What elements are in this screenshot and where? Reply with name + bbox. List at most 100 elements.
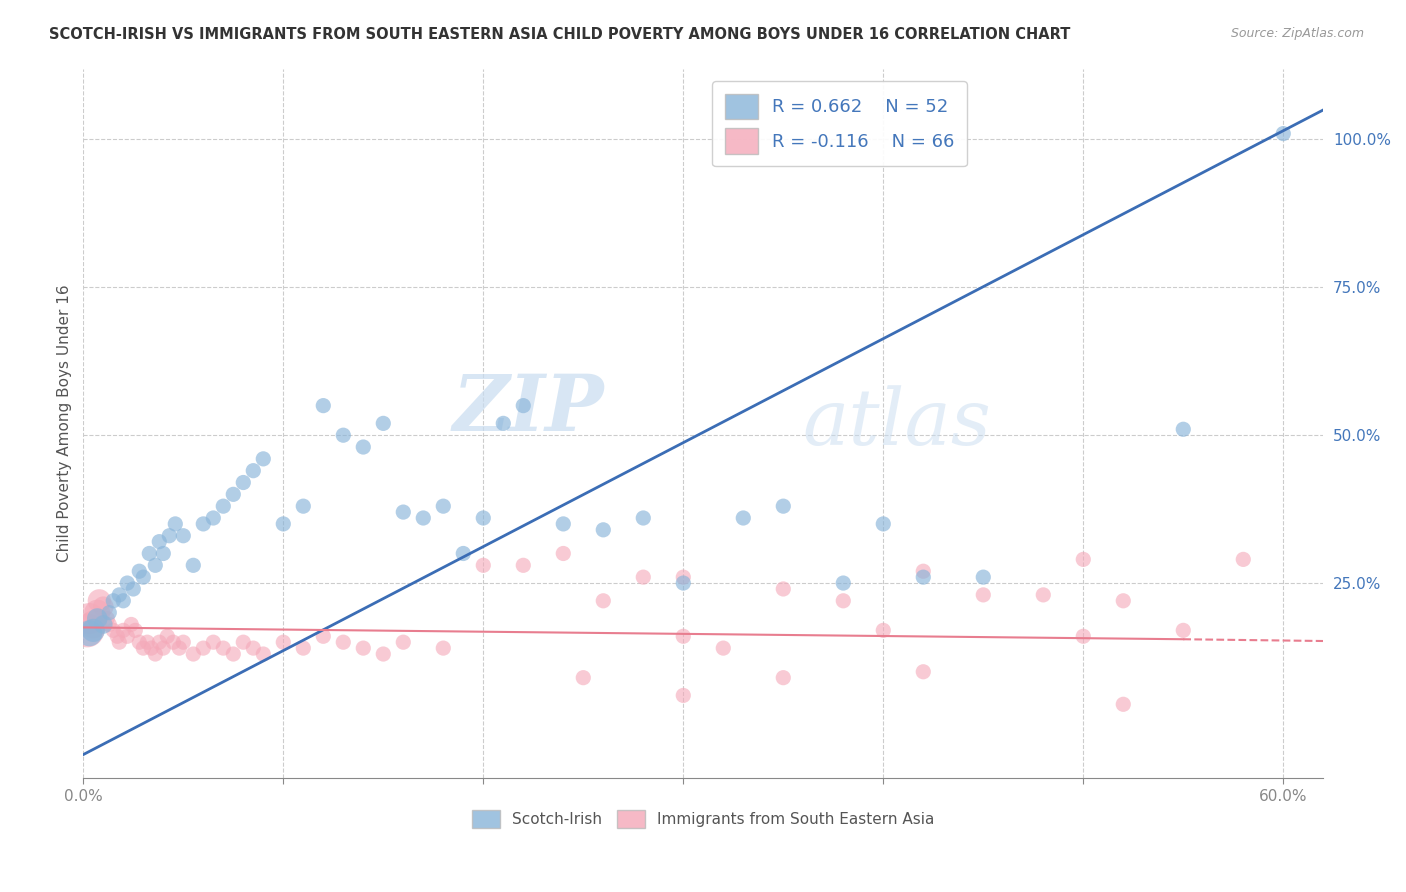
Point: [172, 529, 194, 543]
Text: SCOTCH-IRISH VS IMMIGRANTS FROM SOUTH EASTERN ASIA CHILD POVERTY AMONG BOYS UNDE: SCOTCH-IRISH VS IMMIGRANTS FROM SOUTH EA…: [49, 27, 1070, 42]
Point: [91, 599, 114, 614]
Point: [733, 511, 755, 525]
Point: [103, 624, 125, 638]
Point: [98, 617, 121, 632]
Point: [332, 428, 354, 442]
Point: [82, 624, 104, 638]
Point: [152, 546, 174, 560]
Point: [832, 594, 855, 608]
Point: [472, 558, 495, 573]
Point: [592, 523, 614, 537]
Point: [117, 576, 139, 591]
Point: [1272, 127, 1295, 141]
Point: [872, 516, 894, 531]
Point: [202, 511, 225, 525]
Point: [392, 505, 415, 519]
Point: [232, 475, 254, 490]
Point: [105, 629, 128, 643]
Point: [252, 647, 274, 661]
Point: [772, 499, 794, 513]
Point: [132, 641, 155, 656]
Point: [832, 576, 855, 591]
Point: [572, 671, 595, 685]
Point: [772, 671, 794, 685]
Point: [453, 546, 475, 560]
Point: [148, 534, 170, 549]
Point: [672, 570, 695, 584]
Point: [98, 606, 121, 620]
Point: [672, 689, 695, 703]
Point: [202, 635, 225, 649]
Point: [86, 606, 108, 620]
Legend: Scotch-Irish, Immigrants from South Eastern Asia: Scotch-Irish, Immigrants from South East…: [467, 804, 941, 834]
Point: [222, 647, 245, 661]
Point: [157, 529, 180, 543]
Point: [912, 564, 935, 578]
Point: [1112, 594, 1135, 608]
Point: [82, 617, 104, 632]
Point: [1032, 588, 1054, 602]
Point: [711, 641, 734, 656]
Point: [492, 417, 515, 431]
Point: [512, 399, 534, 413]
Point: [432, 499, 454, 513]
Point: [120, 617, 142, 632]
Point: [592, 594, 614, 608]
Point: [212, 499, 235, 513]
Point: [912, 665, 935, 679]
Y-axis label: Child Poverty Among Boys Under 16: Child Poverty Among Boys Under 16: [58, 285, 72, 562]
Point: [252, 451, 274, 466]
Point: [772, 582, 794, 596]
Point: [138, 546, 160, 560]
Point: [312, 629, 335, 643]
Text: Source: ZipAtlas.com: Source: ZipAtlas.com: [1230, 27, 1364, 40]
Point: [169, 641, 191, 656]
Point: [162, 635, 184, 649]
Point: [165, 516, 187, 531]
Point: [242, 464, 264, 478]
Point: [79, 626, 101, 640]
Point: [271, 635, 294, 649]
Point: [271, 516, 294, 531]
Text: atlas: atlas: [803, 385, 991, 461]
Point: [292, 641, 315, 656]
Point: [89, 594, 111, 608]
Point: [128, 635, 150, 649]
Point: [152, 641, 174, 656]
Point: [472, 511, 495, 525]
Point: [212, 641, 235, 656]
Point: [128, 564, 150, 578]
Point: [181, 558, 204, 573]
Point: [912, 570, 935, 584]
Point: [352, 440, 374, 454]
Point: [672, 629, 695, 643]
Point: [222, 487, 245, 501]
Point: [512, 558, 534, 573]
Point: [373, 647, 395, 661]
Point: [1232, 552, 1254, 566]
Point: [972, 588, 994, 602]
Point: [108, 635, 131, 649]
Point: [553, 546, 575, 560]
Point: [412, 511, 434, 525]
Point: [1173, 624, 1195, 638]
Point: [553, 516, 575, 531]
Point: [79, 611, 101, 625]
Point: [143, 558, 166, 573]
Point: [432, 641, 454, 656]
Point: [172, 635, 194, 649]
Point: [148, 635, 170, 649]
Point: [972, 570, 994, 584]
Point: [332, 635, 354, 649]
Point: [103, 594, 125, 608]
Point: [193, 641, 215, 656]
Point: [373, 417, 395, 431]
Text: ZIP: ZIP: [453, 371, 605, 448]
Point: [122, 582, 145, 596]
Point: [292, 499, 315, 513]
Point: [132, 570, 155, 584]
Point: [242, 641, 264, 656]
Point: [193, 516, 215, 531]
Point: [232, 635, 254, 649]
Point: [392, 635, 415, 649]
